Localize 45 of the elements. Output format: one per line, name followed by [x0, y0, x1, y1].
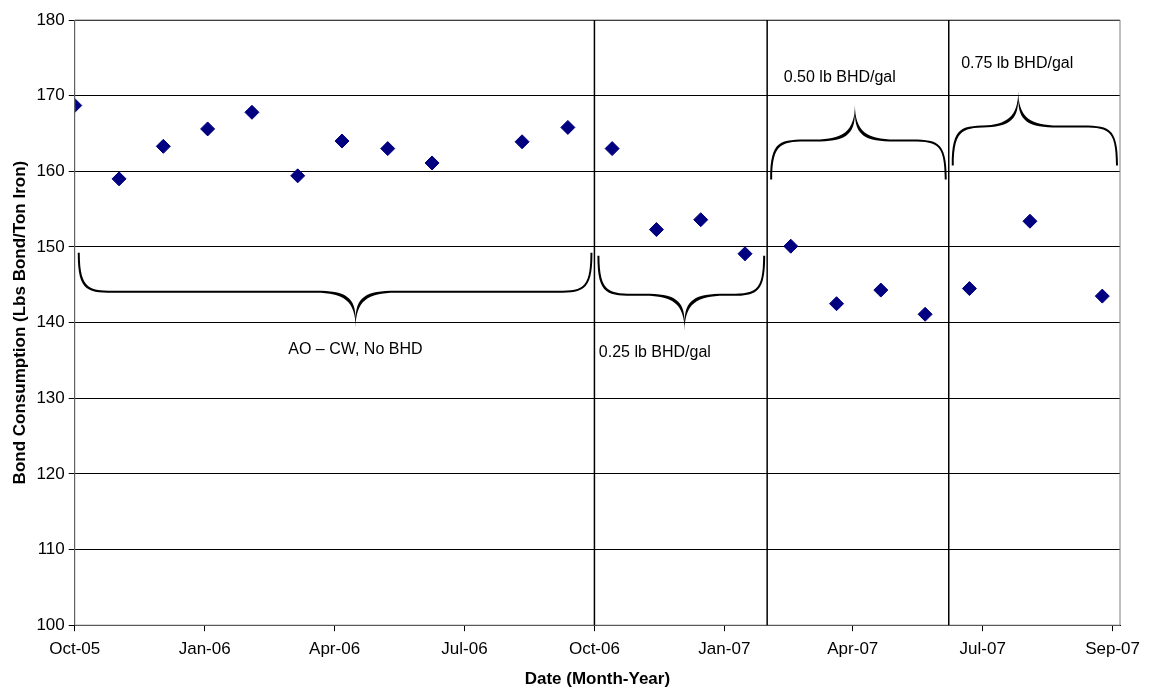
y-tick-label: 120 [36, 463, 65, 483]
x-tick-label: Jul-06 [441, 639, 488, 659]
point [200, 121, 216, 137]
annotation: 0.50 lb BHD/gal [783, 67, 896, 85]
y-tick-label: 160 [36, 160, 65, 180]
point [514, 134, 530, 150]
point [155, 138, 171, 154]
y-tick-label: 150 [36, 236, 65, 256]
point [1094, 288, 1110, 304]
point [1022, 213, 1038, 229]
point [917, 306, 933, 322]
y-tick-label: 130 [36, 387, 65, 407]
point [648, 222, 664, 238]
point [380, 141, 396, 157]
annotation: AO – CW, No BHD [288, 340, 423, 358]
point [737, 246, 753, 262]
y-axis-title: Bond Consumption (Lbs Bond/Ton Iron) [9, 160, 29, 485]
x-tick-label: Apr-07 [827, 639, 879, 659]
point [111, 171, 127, 187]
annotation: 0.25 lb BHD/gal [598, 343, 711, 361]
y-tick-label: 170 [36, 85, 65, 105]
point [560, 119, 576, 135]
x-axis-title: Date (Month-Year) [524, 669, 671, 689]
y-tick-label: 180 [36, 9, 65, 29]
y-tick-label: 100 [36, 614, 65, 634]
point [424, 155, 440, 171]
annotation: 0.75 lb BHD/gal [961, 53, 1074, 71]
point [604, 141, 620, 157]
y-tick-label: 140 [36, 312, 65, 332]
x-tick-label: Oct-06 [568, 639, 620, 659]
point [290, 168, 306, 184]
point [873, 282, 889, 298]
x-tick-label: Oct-05 [49, 639, 101, 659]
point [829, 296, 845, 312]
point [334, 133, 350, 149]
x-tick-label: Apr-06 [309, 639, 361, 659]
y-tick-label: 110 [37, 539, 65, 559]
x-tick-label: Jul-07 [959, 639, 1006, 659]
point [783, 238, 799, 254]
point [244, 104, 260, 120]
x-tick-label: Sep-07 [1085, 639, 1141, 659]
x-tick-label: Jan-06 [178, 639, 231, 659]
point [961, 281, 977, 297]
point [693, 212, 709, 228]
x-tick-label: Jan-07 [698, 639, 751, 659]
